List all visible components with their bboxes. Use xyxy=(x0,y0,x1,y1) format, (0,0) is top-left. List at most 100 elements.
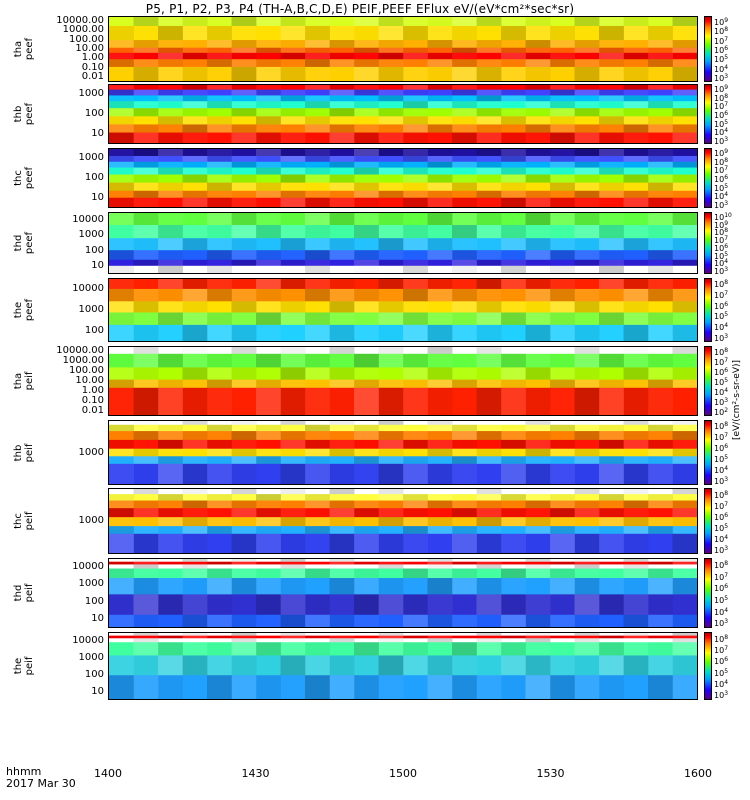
bin-0-16 xyxy=(501,213,526,225)
bin-0-16 xyxy=(501,489,526,495)
bin-0-22 xyxy=(648,17,673,26)
bin-4-19 xyxy=(574,174,600,184)
bin-6-23 xyxy=(672,66,697,81)
bin-4-17 xyxy=(525,52,551,60)
bin-4-2 xyxy=(158,259,183,267)
bin-3-1 xyxy=(133,250,159,261)
bin-6-2 xyxy=(158,533,183,553)
band-1 xyxy=(109,89,697,96)
bin-4-11 xyxy=(378,259,404,267)
bin-2-15 xyxy=(476,161,502,169)
bin-5-18 xyxy=(550,456,575,464)
bin-7-18 xyxy=(550,197,575,207)
bin-5-23 xyxy=(672,526,697,535)
bin-4-12 xyxy=(403,174,428,184)
bin-0-1 xyxy=(133,559,159,563)
bin-4-23 xyxy=(672,259,697,267)
bin-2-22 xyxy=(648,161,673,169)
bin-4-23 xyxy=(673,517,698,526)
bin-2-19 xyxy=(574,367,600,381)
bin-0-7 xyxy=(280,347,306,355)
bin-5-11 xyxy=(378,675,404,699)
bin-0-9 xyxy=(329,421,355,426)
bin-0-12 xyxy=(403,149,428,157)
bin-3-16 xyxy=(501,47,526,54)
bin-2-23 xyxy=(672,638,697,643)
bin-2-16 xyxy=(501,161,526,169)
bin-4-3 xyxy=(182,52,208,60)
bin-5-14 xyxy=(452,456,477,465)
bin-4-3 xyxy=(182,655,208,676)
bin-0-8 xyxy=(305,347,330,354)
bin-4-8 xyxy=(305,174,330,184)
bin-2-5 xyxy=(231,161,257,169)
bin-4-5 xyxy=(231,324,257,341)
bin-7-23 xyxy=(672,197,697,207)
bin-2-19 xyxy=(574,161,600,169)
bin-1-4 xyxy=(207,353,232,368)
bin-4-20 xyxy=(599,175,624,184)
bin-2-11 xyxy=(378,638,404,643)
bin-1-3 xyxy=(182,25,208,41)
bin-4-22 xyxy=(648,517,673,527)
bin-2-18 xyxy=(550,301,575,313)
panel-label-the-peif: the peif xyxy=(13,644,35,688)
bin-1-5 xyxy=(231,25,257,41)
bin-3-2 xyxy=(158,312,183,326)
bin-4-23 xyxy=(672,108,697,117)
bin-2-0 xyxy=(109,95,134,102)
bin-4-18 xyxy=(550,578,575,595)
bin-0-22 xyxy=(648,149,673,157)
x-axis-label: hhmm 2017 Mar 30 xyxy=(6,766,76,790)
bin-3-5 xyxy=(232,312,257,325)
bin-0-5 xyxy=(231,213,257,226)
bin-4-2 xyxy=(158,448,183,457)
bin-2-5 xyxy=(231,431,257,441)
bin-3-16 xyxy=(501,312,526,326)
bin-5-18 xyxy=(550,182,575,192)
bin-2-13 xyxy=(427,95,453,102)
bin-4-11 xyxy=(378,108,404,117)
bin-3-3 xyxy=(182,568,208,579)
bin-2-11 xyxy=(378,161,404,169)
colorbar-tick-label: 106 xyxy=(714,242,729,253)
bin-1-4 xyxy=(207,25,232,41)
bin-4-19 xyxy=(575,655,600,675)
bin-3-5 xyxy=(231,439,257,450)
product-name: peef xyxy=(24,298,35,322)
bin-1-11 xyxy=(378,89,404,96)
bin-3-9 xyxy=(329,250,355,261)
bin-0-14 xyxy=(452,347,477,355)
bin-2-14 xyxy=(452,638,477,643)
bin-3-11 xyxy=(378,508,404,518)
bin-3-8 xyxy=(305,380,330,389)
bin-5-16 xyxy=(501,182,526,192)
bin-4-20 xyxy=(599,655,624,676)
bin-4-7 xyxy=(280,655,306,676)
bin-3-11 xyxy=(378,167,404,176)
bin-1-8 xyxy=(305,424,330,432)
bin-1-13 xyxy=(427,155,453,163)
bin-2-17 xyxy=(525,431,551,441)
x-tick-label: 1530 xyxy=(536,767,565,780)
bin-6-19 xyxy=(575,464,600,484)
bin-1-10 xyxy=(354,89,379,96)
bin-3-13 xyxy=(428,642,453,656)
bin-3-9 xyxy=(329,508,355,518)
bin-4-4 xyxy=(207,517,232,527)
bin-1-2 xyxy=(158,353,183,368)
bin-1-17 xyxy=(526,90,551,96)
bin-3-6 xyxy=(256,379,281,389)
bin-3-1 xyxy=(133,508,159,518)
bin-6-7 xyxy=(280,66,306,81)
band-2 xyxy=(109,95,697,102)
bin-0-15 xyxy=(476,17,502,27)
bin-0-21 xyxy=(623,633,649,637)
bin-4-19 xyxy=(574,387,600,415)
bin-3-15 xyxy=(476,101,502,109)
bin-5-12 xyxy=(403,183,428,192)
bin-1-23 xyxy=(672,25,697,41)
bin-0-23 xyxy=(672,559,697,563)
bin-1-13 xyxy=(427,25,453,41)
bin-4-13 xyxy=(427,517,453,527)
